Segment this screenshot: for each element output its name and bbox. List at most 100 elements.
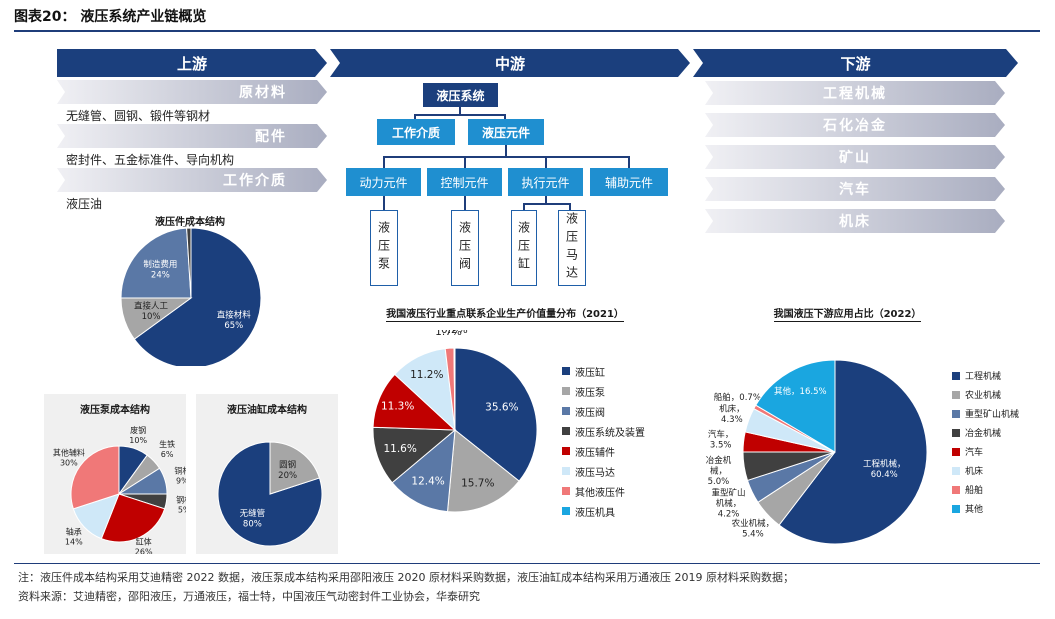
legend-label: 液压机具 bbox=[575, 507, 615, 519]
chart5-title-wrap: 我国液压下游应用占比（2022） bbox=[735, 305, 960, 322]
pie-slice bbox=[70, 445, 120, 510]
figure-title: 图表20： 液压系统产业链概览 bbox=[14, 9, 207, 25]
pie-slice bbox=[755, 359, 836, 453]
legend-swatch bbox=[952, 466, 960, 475]
downstream-item-mining: 矿山 bbox=[705, 145, 1005, 169]
downstream-item-auto: 汽车 bbox=[705, 177, 1005, 201]
legend-swatch bbox=[562, 467, 570, 475]
pie-label: 农业机械， 5.4% bbox=[732, 518, 775, 540]
downstream-item-label: 矿山 bbox=[839, 150, 871, 166]
legend-swatch bbox=[952, 428, 960, 437]
legend-label: 船舶 bbox=[965, 486, 984, 496]
connector bbox=[383, 196, 385, 210]
legend-swatch bbox=[562, 407, 570, 415]
pie-slice bbox=[446, 429, 520, 513]
pie-label: 生铁 6% bbox=[159, 439, 175, 459]
connector bbox=[464, 196, 466, 210]
chart4-title: 我国液压行业重点联系企业生产价值量分布（2021） bbox=[386, 309, 624, 322]
pie-label: 缸体 26% bbox=[135, 536, 153, 554]
node-hydraulic-components: 液压元件 bbox=[468, 119, 544, 145]
pie-label: 轴承 14% bbox=[65, 526, 83, 546]
node-cylinder: 液压缸 bbox=[511, 210, 537, 286]
stage-midstream-label: 中游 bbox=[494, 54, 525, 73]
pie-label: 直接人工 10% bbox=[134, 301, 169, 323]
legend-item: 液压机具 bbox=[562, 501, 645, 521]
connector bbox=[464, 156, 466, 168]
connector bbox=[383, 156, 630, 158]
downstream-item-label: 石化冶金 bbox=[823, 118, 887, 134]
pie-slice bbox=[120, 227, 192, 299]
chart4-legend: 液压缸 液压泵 液压阀 液压系统及装置 液压辅件 液压马达 其他液压件 液压机具 bbox=[562, 361, 645, 521]
stage-upstream: 上游 bbox=[57, 49, 327, 77]
legend-label: 冶金机械 bbox=[965, 429, 1002, 439]
legend-swatch bbox=[562, 387, 570, 395]
pie-label: 1.7% bbox=[435, 330, 462, 338]
legend-item: 机床 bbox=[952, 461, 1019, 480]
connector bbox=[628, 156, 630, 168]
pie-label: 35.6% bbox=[485, 401, 518, 413]
node-pump: 液压泵 bbox=[370, 210, 398, 286]
legend-item: 液压阀 bbox=[562, 401, 645, 421]
pie-label: 机床， 4.3% bbox=[719, 404, 745, 426]
upstream-header-label: 配件 bbox=[255, 129, 287, 145]
legend-label: 工程机械 bbox=[965, 372, 1002, 382]
pie-label: 船舶，0.7% bbox=[714, 392, 761, 403]
pie-slice bbox=[186, 227, 192, 299]
stage-midstream: 中游 bbox=[330, 49, 690, 77]
connector bbox=[505, 145, 507, 157]
node-valve: 液压阀 bbox=[451, 210, 479, 286]
legend-swatch bbox=[562, 487, 570, 495]
legend-item: 农业机械 bbox=[952, 385, 1019, 404]
legend-swatch bbox=[952, 504, 960, 513]
legend-item: 汽车 bbox=[952, 442, 1019, 461]
pie-label: 15.7% bbox=[461, 477, 494, 489]
legend-item: 其他 bbox=[952, 499, 1019, 518]
upstream-header-medium: 工作介质 bbox=[57, 168, 327, 192]
pie-slice bbox=[454, 347, 538, 482]
pie-label: 无缝管 80% bbox=[240, 508, 266, 530]
legend-item: 液压辅件 bbox=[562, 441, 645, 461]
pie-slice bbox=[453, 347, 456, 431]
legend-item: 液压系统及装置 bbox=[562, 421, 645, 441]
pie-label: 12.4% bbox=[411, 475, 444, 487]
node-working-medium: 工作介质 bbox=[377, 119, 455, 145]
pie-slice bbox=[217, 441, 323, 547]
stage-downstream: 下游 bbox=[693, 49, 1018, 77]
pie-slice bbox=[269, 441, 321, 495]
connector bbox=[383, 156, 385, 168]
chart2-title: 液压泵成本结构 bbox=[80, 405, 150, 416]
chart5-legend: 工程机械农业机械 重型矿山机械冶金机械汽车 机床船舶其他 bbox=[952, 366, 1019, 518]
pie-label: 11.3% bbox=[381, 400, 414, 412]
chart3-pie: 无缝管 80% 圆钢 20% bbox=[217, 441, 323, 547]
upstream-header-label: 原材料 bbox=[239, 85, 287, 101]
connector bbox=[523, 203, 571, 205]
connector bbox=[569, 203, 571, 210]
connector bbox=[523, 203, 525, 210]
connector bbox=[414, 114, 506, 116]
chart4-title-wrap: 我国液压行业重点联系企业生产价值量分布（2021） bbox=[355, 305, 655, 322]
legend-label: 其他 bbox=[965, 505, 984, 515]
chart4-pie: 35.6% 15.7% 12.4% 11.6% 11.3% 11.2% 1.7%0.2% bbox=[372, 330, 538, 513]
pie-label: 铜材9% bbox=[174, 466, 186, 486]
connector bbox=[459, 107, 461, 115]
pie-label: 直接材料 65% bbox=[217, 310, 252, 332]
pie-label: 11.2% bbox=[410, 369, 443, 381]
legend-swatch bbox=[952, 409, 960, 418]
node-motor: 液压马达 bbox=[558, 210, 586, 286]
upstream-header-accessories: 配件 bbox=[57, 124, 327, 148]
downstream-item-label: 工程机械 bbox=[823, 86, 887, 102]
upstream-header-raw-materials: 原材料 bbox=[57, 80, 327, 104]
stage-upstream-label: 上游 bbox=[176, 54, 207, 73]
legend-label: 液压泵 bbox=[575, 387, 605, 399]
legend-swatch bbox=[562, 507, 570, 515]
node-auxiliary-components: 辅助元件 bbox=[590, 168, 668, 196]
legend-item: 重型矿山机械 bbox=[952, 404, 1019, 423]
pie-label: 圆钢 20% bbox=[278, 459, 297, 481]
pie-label: 重型矿山机械， 4.2% bbox=[712, 487, 746, 519]
pie-label: 废钢 10% bbox=[129, 425, 147, 445]
legend-swatch bbox=[952, 390, 960, 399]
legend-swatch bbox=[952, 485, 960, 494]
downstream-item-petrochem: 石化冶金 bbox=[705, 113, 1005, 137]
